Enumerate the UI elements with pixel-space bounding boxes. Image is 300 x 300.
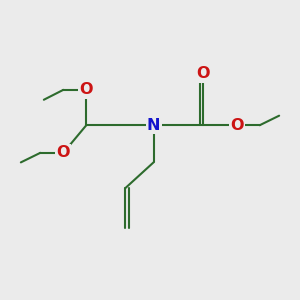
Text: O: O [196,66,210,81]
Text: N: N [147,118,160,133]
Text: O: O [230,118,243,133]
Text: O: O [80,82,93,97]
Text: O: O [57,145,70,160]
